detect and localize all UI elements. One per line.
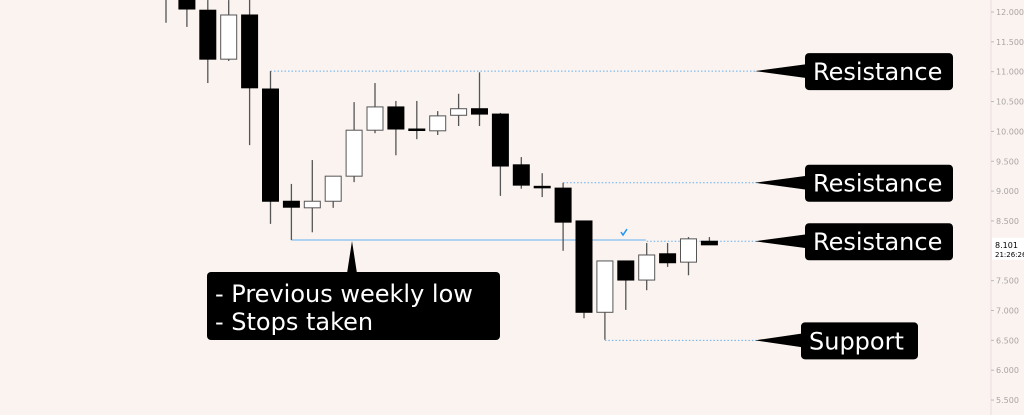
callout-box <box>207 272 500 340</box>
callout-pointer <box>755 333 803 348</box>
bear-candle <box>533 185 551 189</box>
y-tick-label: 6.000 <box>996 366 1019 375</box>
y-tick-label: 9.500 <box>996 157 1019 166</box>
callout-line: - Previous weekly low <box>215 280 473 308</box>
y-tick-label: 9.000 <box>996 187 1019 196</box>
y-tick-label: 11.500 <box>996 38 1024 47</box>
bull-candle <box>345 129 363 177</box>
bear-candle <box>178 0 196 10</box>
bull-candle <box>680 238 697 263</box>
countdown-label: 21:26:26 <box>995 251 1024 259</box>
callout-box <box>801 322 918 360</box>
bear-candle <box>575 220 593 313</box>
bear-candle <box>471 108 488 115</box>
bear-candle <box>199 9 217 60</box>
bear-candle <box>262 88 279 202</box>
y-tick-label: 7.000 <box>996 307 1019 316</box>
bear-candle <box>554 187 572 223</box>
callout-label: Resistance <box>813 228 942 256</box>
current-price-label: 8.101 <box>995 241 1018 250</box>
annotations-layer: Resistance Resistance Resistance Support - P… <box>207 53 953 360</box>
callout-label: Resistance <box>813 170 942 198</box>
callout-pointer <box>755 64 807 79</box>
y-tick-label: 10.500 <box>996 98 1024 107</box>
bear-candle <box>491 113 509 167</box>
callout-pointer <box>755 234 807 249</box>
y-tick-label: 7.500 <box>996 277 1019 286</box>
callout-line: - Stops taken <box>215 308 373 336</box>
check-icon <box>620 228 628 237</box>
price-axis[interactable]: 12.000 11.500 11.000 10.500 10.000 9.500 9.000… <box>991 8 1024 405</box>
callout-label: Support <box>809 327 904 355</box>
candles-layer <box>165 0 718 340</box>
y-tick-label: 10.000 <box>996 127 1024 136</box>
bear-candle <box>617 260 635 281</box>
y-tick-label: 5.500 <box>996 396 1019 405</box>
callout-box <box>805 223 953 261</box>
bull-candle <box>303 200 321 209</box>
bull-candle <box>450 108 468 116</box>
callout-pointer <box>755 175 807 190</box>
callout-label: Resistance <box>813 58 942 86</box>
bear-candle <box>659 253 677 264</box>
bull-candle <box>596 260 614 313</box>
bear-candle <box>512 164 530 186</box>
y-tick-label: 6.500 <box>996 336 1019 345</box>
bull-candle <box>638 254 656 281</box>
callout-box <box>805 53 953 91</box>
current-price-label-bg <box>992 237 1024 260</box>
y-tick-label: 8.500 <box>996 217 1019 226</box>
bear-candle <box>700 240 718 246</box>
y-tick-label: 11.000 <box>996 68 1024 77</box>
bull-candle <box>429 115 447 132</box>
bull-candle <box>366 106 384 131</box>
bull-candle <box>324 175 342 202</box>
bear-candle <box>282 200 300 208</box>
callout-box <box>805 164 953 202</box>
y-tick-label: 12.000 <box>996 8 1024 17</box>
bull-candle <box>220 14 238 60</box>
callout-pointer <box>346 241 358 280</box>
bear-candle <box>408 128 426 132</box>
bear-candle <box>387 106 405 130</box>
bear-candle <box>241 14 259 89</box>
